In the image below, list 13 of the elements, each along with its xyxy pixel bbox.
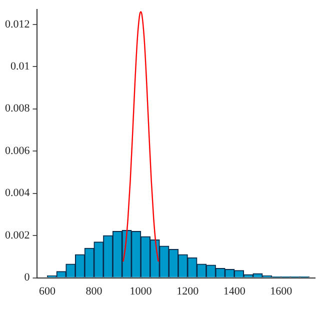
x-tick-label: 1200 <box>176 285 200 298</box>
x-tick-label: 1400 <box>223 285 246 298</box>
y-tick-label: 0 <box>24 272 30 284</box>
y-tick-label: 0.004 <box>5 187 30 200</box>
x-tick-label: 600 <box>39 285 56 298</box>
y-tick-label: 0.008 <box>5 102 30 115</box>
x-tick-label: 800 <box>86 285 103 298</box>
x-tick-label: 1600 <box>270 285 293 298</box>
y-tick-label: 0.006 <box>5 144 30 157</box>
y-tick-label: 0.012 <box>5 18 30 30</box>
y-tick-label: 0.01 <box>10 60 30 73</box>
x-tick-label: 1000 <box>130 285 152 298</box>
y-tick-label: 0.002 <box>5 229 30 242</box>
